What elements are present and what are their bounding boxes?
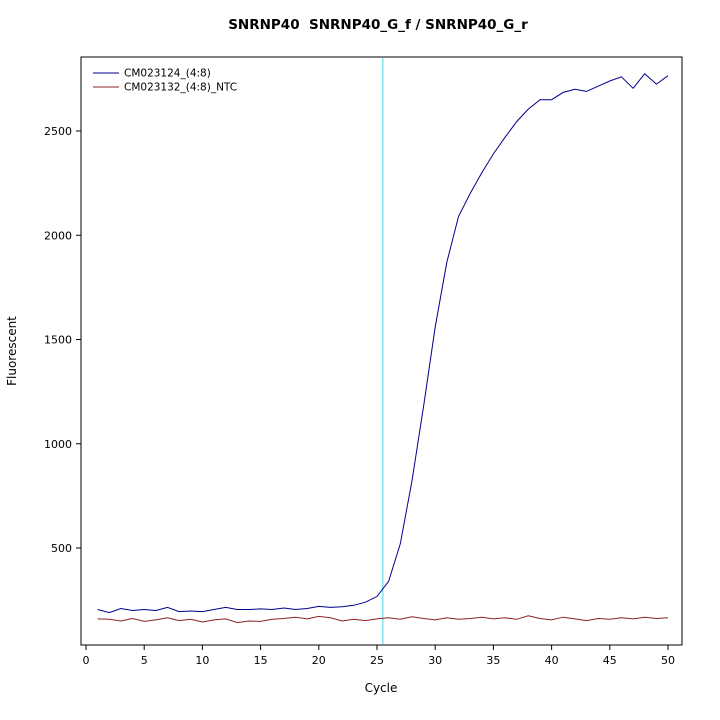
plot-area: 500 1000 1500 2000 2500 0 5 10 15 20 25 30 35 40 45 50 bbox=[44, 58, 675, 667]
y-tick-label: 1500 bbox=[44, 334, 72, 347]
x-tick-label: 5 bbox=[141, 654, 148, 667]
x-tick-label: 15 bbox=[254, 654, 268, 667]
x-tick-label: 0 bbox=[83, 654, 90, 667]
chart-title: SNRNP40 SNRNP40_G_f / SNRNP40_G_r bbox=[228, 17, 528, 33]
legend-label-series-1: CM023132_(4:8)_NTC bbox=[124, 82, 237, 94]
plot-box bbox=[80, 56, 683, 646]
x-tick-label: 35 bbox=[486, 654, 500, 667]
x-tick-label: 10 bbox=[195, 654, 209, 667]
y-tick-label: 1000 bbox=[44, 438, 72, 451]
x-tick-label: 20 bbox=[312, 654, 326, 667]
x-tick-label: 25 bbox=[370, 654, 384, 667]
y-axis-label: Fluorescent bbox=[5, 316, 19, 386]
y-tick-label: 2000 bbox=[44, 229, 72, 242]
x-tick-label: 40 bbox=[545, 654, 559, 667]
x-tick-label: 30 bbox=[428, 654, 442, 667]
y-tick-label: 500 bbox=[51, 542, 72, 555]
legend: CM023124_(4:8) CM023132_(4:8)_NTC bbox=[93, 68, 237, 94]
series-line-1 bbox=[97, 615, 669, 624]
legend-label-series-0: CM023124_(4:8) bbox=[124, 68, 211, 80]
x-axis-label: Cycle bbox=[365, 681, 398, 695]
y-tick-label: 2500 bbox=[44, 125, 72, 138]
x-tick-label: 45 bbox=[603, 654, 617, 667]
x-tick-label: 50 bbox=[661, 654, 675, 667]
series-line-0 bbox=[97, 72, 669, 614]
